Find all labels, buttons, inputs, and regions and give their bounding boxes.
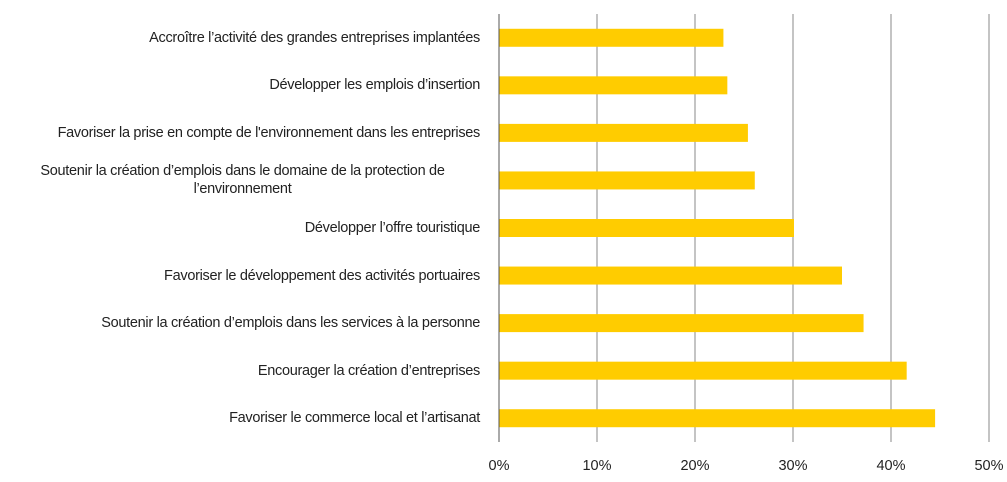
- x-tick-label: 50%: [974, 458, 1003, 474]
- category-label-box: Encourager la création d’entreprises: [0, 349, 480, 393]
- y-tick-label: Développer l’offre touristique: [304, 220, 481, 236]
- y-tick-label: Encourager la création d’entreprises: [257, 362, 480, 379]
- bar: [499, 266, 842, 285]
- y-tick-label: Favoriser la prise en compte de l'enviro…: [57, 124, 481, 141]
- y-tick-label: Accroître l’activité des grandes entrepr…: [149, 29, 480, 46]
- bar: [499, 409, 936, 428]
- y-tick-label: Soutenir la création d’emplois dans les …: [101, 315, 480, 332]
- y-tick-label: Favoriser le commerce local et l’artisan…: [229, 410, 480, 427]
- bar: [499, 76, 728, 95]
- category-label-box: Favoriser le développement des activités…: [0, 254, 480, 298]
- bar: [499, 361, 907, 380]
- x-tick-label: 20%: [680, 458, 709, 474]
- y-tick-label: Favoriser le développement des activités…: [164, 267, 480, 284]
- x-tick-label: 40%: [876, 458, 905, 474]
- bar: [499, 314, 864, 333]
- bar: [499, 171, 755, 190]
- x-tick-label: 10%: [582, 458, 611, 474]
- bar: [499, 219, 794, 237]
- y-tick-label: Développer les emplois d’insertion: [269, 77, 480, 94]
- category-label-box: Soutenir la création d’emplois dans le d…: [0, 158, 480, 202]
- category-label-box: Développer les emplois d’insertion: [0, 63, 480, 107]
- bar: [499, 123, 748, 142]
- y-tick-label: Soutenir la création d’emplois dans le d…: [40, 163, 445, 198]
- category-label-box: Développer l’offre touristique: [0, 206, 481, 250]
- bar: [499, 28, 724, 47]
- category-label-box: Favoriser le commerce local et l’artisan…: [0, 396, 480, 440]
- category-label-box: Favoriser la prise en compte de l'enviro…: [0, 111, 481, 155]
- x-tick-label: 30%: [778, 458, 807, 474]
- category-label-box: Accroître l’activité des grandes entrepr…: [0, 16, 480, 60]
- x-tick-label: 0%: [489, 458, 510, 474]
- category-label-box: Soutenir la création d’emplois dans les …: [0, 301, 480, 345]
